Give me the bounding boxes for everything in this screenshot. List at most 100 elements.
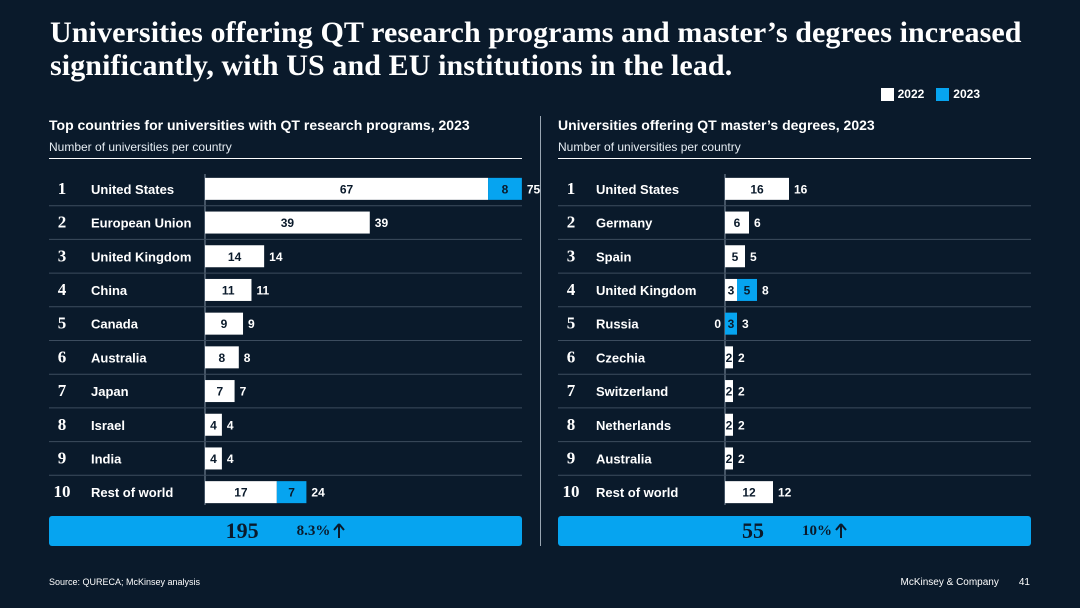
legend-swatch-2023 xyxy=(936,87,950,101)
bar-label-2022: 9 xyxy=(221,317,228,331)
total-label: 3 xyxy=(742,317,749,331)
rank-label: 1 xyxy=(58,179,67,198)
country-label: India xyxy=(91,451,122,466)
rank-label: 2 xyxy=(58,213,67,232)
right-summary-growth: 10% xyxy=(802,523,847,540)
country-label: Germany xyxy=(596,216,653,231)
total-label: 75 xyxy=(527,182,541,196)
footer-brand: McKinsey & Company xyxy=(900,577,999,588)
total-label: 2 xyxy=(738,452,745,466)
bar-label-2022: 7 xyxy=(216,385,223,399)
total-label: 11 xyxy=(256,283,269,297)
rank-label: 2 xyxy=(567,213,576,232)
bar-label-2022: 39 xyxy=(281,216,295,230)
rank-label: 9 xyxy=(567,448,576,467)
bar-label-2023: 3 xyxy=(728,317,735,331)
bar-label-2022: 5 xyxy=(732,250,739,264)
total-label: 14 xyxy=(269,250,283,264)
right-bar-chart: 1 United States 16 162 Germany 6 63 Spain 5 54 Uni… xyxy=(558,174,1031,505)
arrow-up-icon xyxy=(835,523,847,538)
rank-label: 3 xyxy=(567,246,576,265)
bar-2022 xyxy=(205,211,370,234)
bar-label-2022: 4 xyxy=(210,418,217,432)
legend: 2022 2023 xyxy=(880,87,980,101)
bar-2023 xyxy=(725,312,737,335)
rank-label: 10 xyxy=(563,482,580,501)
bar-2022 xyxy=(725,245,745,268)
bar-label-2022: 17 xyxy=(234,486,248,500)
rank-label: 8 xyxy=(58,415,67,434)
bar-2022 xyxy=(725,346,733,369)
country-label: United States xyxy=(596,182,679,197)
rank-label: 7 xyxy=(58,381,67,400)
bar-2022 xyxy=(205,447,222,470)
bar-label-2022: 2 xyxy=(726,385,733,399)
bar-2022 xyxy=(725,380,733,403)
left-summary-growth-value: 8.3% xyxy=(296,522,331,539)
bar-2022 xyxy=(205,380,235,403)
footer-source: Source: QURECA; McKinsey analysis xyxy=(49,577,201,587)
rank-label: 8 xyxy=(567,415,576,434)
bar-label-2022: 0 xyxy=(714,317,721,331)
bar-label-2022: 2 xyxy=(726,418,733,432)
rank-label: 5 xyxy=(567,314,576,333)
left-panel-subtitle: Number of universities per country xyxy=(49,140,232,154)
total-label: 2 xyxy=(738,418,745,432)
bar-2023 xyxy=(488,177,522,200)
total-label: 6 xyxy=(754,216,761,230)
right-panel-rule xyxy=(558,158,1031,159)
country-label: Israel xyxy=(91,418,125,433)
left-panel-rule xyxy=(49,158,522,159)
bar-2022 xyxy=(725,278,737,301)
total-label: 2 xyxy=(738,351,745,365)
total-label: 5 xyxy=(750,250,757,264)
total-label: 4 xyxy=(227,418,234,432)
bar-label-2022: 2 xyxy=(726,351,733,365)
country-label: European Union xyxy=(91,216,191,231)
country-label: Japan xyxy=(91,384,129,399)
country-label: Australia xyxy=(596,451,652,466)
left-bar-chart: 1 United States 67 8 752 European Union 39 393 U… xyxy=(49,174,541,505)
bar-2022 xyxy=(725,211,749,234)
bar-2022 xyxy=(205,245,265,268)
footer-page-number: 41 xyxy=(1018,577,1030,588)
rank-label: 7 xyxy=(567,381,576,400)
legend-label-2022: 2022 xyxy=(897,87,925,101)
bar-label-2023: 8 xyxy=(502,182,509,196)
right-panel-title: Universities offering QT master’s degree… xyxy=(558,117,875,133)
total-label: 24 xyxy=(311,486,325,500)
bar-2022 xyxy=(205,346,239,369)
right-summary-growth-value: 10% xyxy=(802,522,832,539)
bar-label-2022: 12 xyxy=(742,486,756,500)
country-label: United Kingdom xyxy=(596,283,696,298)
bar-label-2022: 14 xyxy=(228,250,242,264)
total-label: 4 xyxy=(227,452,234,466)
bar-label-2022: 3 xyxy=(728,283,735,297)
rank-label: 6 xyxy=(567,347,576,366)
country-label: Australia xyxy=(91,350,147,365)
country-label: United Kingdom xyxy=(91,249,191,264)
country-label: Russia xyxy=(596,317,639,332)
bar-2023 xyxy=(737,278,757,301)
country-label: Canada xyxy=(91,317,139,332)
total-label: 8 xyxy=(762,283,769,297)
bar-label-2023: 5 xyxy=(744,283,751,297)
left-summary-growth: 8.3% xyxy=(297,523,346,540)
page-title: Universities offering QT research progra… xyxy=(50,16,1022,82)
bar-label-2022: 67 xyxy=(340,182,354,196)
total-label: 2 xyxy=(738,385,745,399)
legend-item-2022: 2022 xyxy=(880,87,925,101)
bar-label-2022: 2 xyxy=(726,452,733,466)
country-label: Czechia xyxy=(596,350,646,365)
left-summary-total: 195 xyxy=(225,518,259,543)
country-label: Switzerland xyxy=(596,384,668,399)
bar-label-2022: 8 xyxy=(219,351,226,365)
country-label: United States xyxy=(91,182,174,197)
bar-2022 xyxy=(725,447,733,470)
total-label: 8 xyxy=(244,351,251,365)
bar-2022 xyxy=(205,413,222,436)
country-label: Netherlands xyxy=(596,418,671,433)
legend-label-2023: 2023 xyxy=(953,87,980,101)
bar-2023 xyxy=(276,481,307,504)
footer-right: McKinsey & Company 41 xyxy=(901,577,1031,588)
